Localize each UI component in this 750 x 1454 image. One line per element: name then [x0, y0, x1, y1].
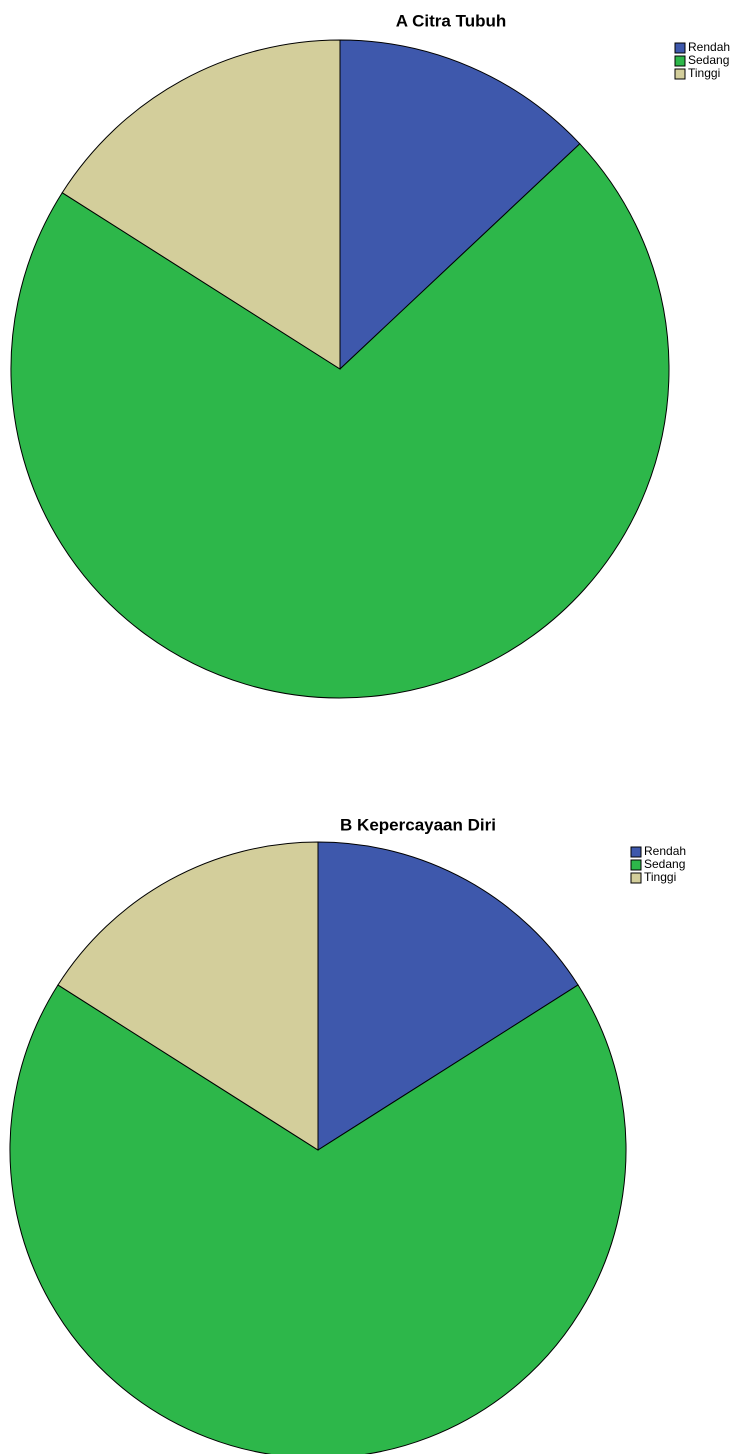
legend-label: Tinggi: [644, 870, 676, 884]
legend-swatch: [630, 846, 642, 858]
pie-slice: [10, 143, 670, 699]
legend-swatch: [674, 55, 686, 67]
chart-title: A Citra Tubuh: [396, 11, 506, 30]
pie-slice: [317, 841, 579, 1151]
legend-label: Rendah: [644, 844, 686, 858]
legend-label: Sedang: [644, 857, 685, 871]
legend-label: Tinggi: [688, 66, 720, 80]
pie-slice: [57, 841, 319, 1151]
legend-swatch: [674, 42, 686, 54]
pie-slice: [339, 39, 581, 371]
legend-swatch: [630, 872, 642, 884]
chart-title: B Kepercayaan Diri: [340, 815, 496, 834]
legend-label: Sedang: [688, 53, 729, 67]
legend-swatch: [630, 859, 642, 871]
legend-swatch: [674, 68, 686, 80]
pie-slice: [61, 39, 341, 370]
pie-slice: [9, 984, 627, 1454]
legend-label: Rendah: [688, 40, 730, 54]
